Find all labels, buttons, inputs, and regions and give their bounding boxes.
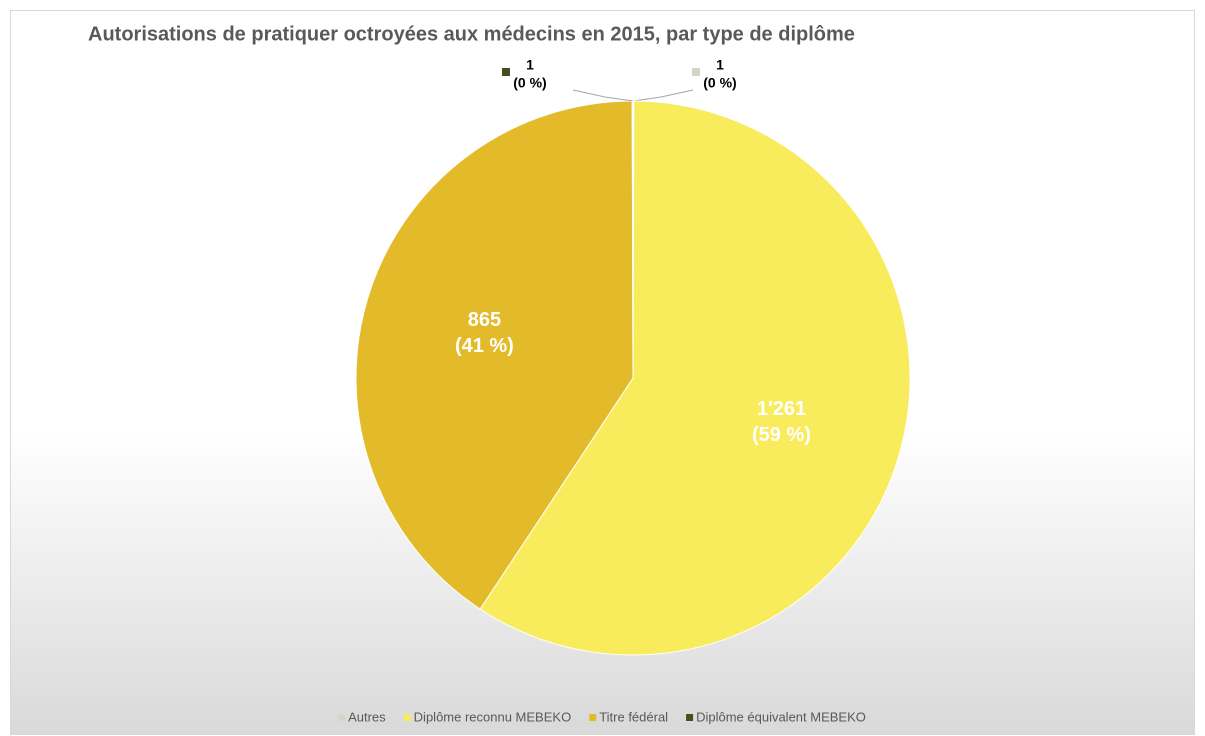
data-label-percent: (0 %) [513, 75, 546, 91]
label-key [692, 68, 700, 76]
legend-label: Diplôme équivalent MEBEKO [696, 709, 866, 724]
chart-title: Autorisations de pratiquer octroyées aux… [88, 23, 855, 45]
legend-key [403, 714, 411, 721]
legend-key [686, 714, 694, 721]
data-label: 1 [716, 57, 724, 73]
data-label-percent: (0 %) [703, 75, 736, 91]
legend-key [589, 714, 597, 721]
leader-line [572, 89, 633, 102]
data-label-percent: (59 %) [752, 424, 811, 446]
label-key [502, 68, 510, 76]
legend-label: Diplôme reconnu MEBEKO [414, 709, 572, 724]
data-label: 865 [468, 309, 501, 331]
legend-label: Titre fédéral [599, 709, 668, 724]
data-label-percent: (41 %) [455, 335, 514, 357]
legend-key [338, 714, 346, 721]
pie-slice [355, 100, 634, 610]
leader-line [633, 89, 694, 102]
data-label: 1'261 [757, 398, 806, 420]
legend-label: Autres [348, 709, 386, 724]
pie-slice [479, 100, 911, 656]
data-label: 1 [526, 57, 534, 73]
